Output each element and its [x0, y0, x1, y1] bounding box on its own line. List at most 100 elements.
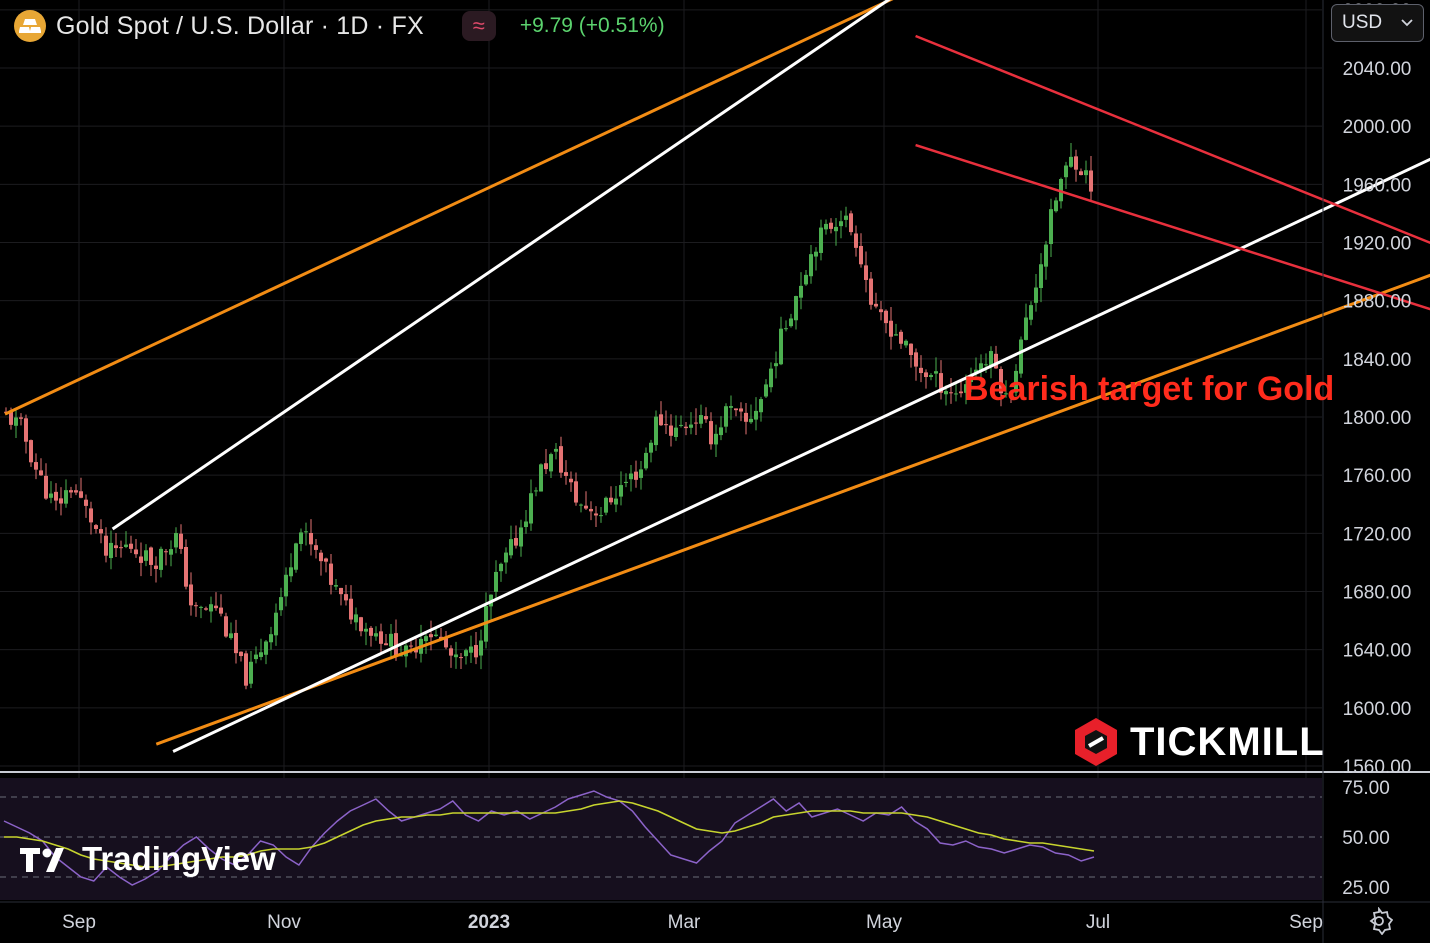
- candle-body: [504, 552, 508, 563]
- candle-body: [874, 303, 878, 307]
- candle-body: [309, 532, 313, 545]
- chevron-down-icon: [1401, 19, 1413, 27]
- candle-body: [249, 661, 253, 684]
- candle-body: [479, 640, 483, 656]
- candle-body: [834, 226, 838, 232]
- candle-body: [969, 374, 973, 383]
- candle-body: [319, 552, 323, 562]
- candle-body: [814, 251, 818, 257]
- symbol-header: Gold Spot / U.S. Dollar · 1D · FX ≈ +9.7…: [14, 10, 665, 42]
- candle-body: [24, 418, 28, 442]
- candle-body: [659, 414, 663, 426]
- settings-gear-icon[interactable]: [1365, 907, 1393, 935]
- currency-label: USD: [1342, 12, 1383, 33]
- candle-body: [744, 412, 748, 422]
- candle-body: [634, 471, 638, 480]
- candle-body: [329, 563, 333, 585]
- candle-body: [259, 652, 263, 657]
- candle-body: [454, 654, 458, 658]
- candle-body: [639, 469, 643, 478]
- candle-body: [709, 421, 713, 445]
- candle-body: [324, 558, 328, 562]
- candle-body: [619, 485, 623, 497]
- candle-body: [739, 408, 743, 412]
- candle-body: [589, 508, 593, 512]
- candle-body: [544, 463, 548, 470]
- candle-body: [939, 373, 943, 393]
- candle-body: [79, 491, 83, 498]
- candle-body: [554, 448, 558, 452]
- candle-body: [854, 233, 858, 248]
- candle-body: [1039, 264, 1043, 288]
- rsi-tick-label: 75.00: [1342, 778, 1390, 799]
- time-tick-label: 2023: [468, 912, 510, 933]
- candle-body: [114, 545, 118, 549]
- candle-body: [914, 352, 918, 367]
- time-tick-label: Mar: [668, 912, 701, 933]
- candle-body: [359, 617, 363, 632]
- candle-body: [844, 215, 848, 220]
- candle-body: [984, 364, 988, 366]
- candle-body: [19, 417, 23, 419]
- candle-body: [944, 391, 948, 395]
- candle-body: [644, 452, 648, 469]
- price-tick-label: 1880.00: [1343, 292, 1412, 313]
- candle-body: [34, 462, 38, 470]
- candle-body: [949, 392, 953, 394]
- candle-body: [409, 645, 413, 647]
- candle-body: [929, 375, 933, 377]
- candle-body: [304, 531, 308, 533]
- candle-body: [194, 605, 198, 607]
- candle-body: [539, 464, 543, 492]
- price-tick-label: 1640.00: [1343, 641, 1412, 662]
- price-tick-label: 1560.00: [1343, 757, 1412, 778]
- candle-body: [1019, 339, 1023, 374]
- candle-body: [1014, 370, 1018, 393]
- candle-body: [884, 310, 888, 324]
- rsi-line: [3, 790, 1095, 886]
- candle-body: [534, 490, 538, 492]
- candle-body: [374, 633, 378, 637]
- candle-body: [719, 427, 723, 436]
- candle-body: [859, 245, 863, 265]
- candle-body: [924, 372, 928, 378]
- candle-body: [429, 634, 433, 638]
- candle-body: [1054, 200, 1058, 212]
- candle-body: [764, 384, 768, 397]
- candle-body: [294, 543, 298, 570]
- candle-body: [934, 371, 938, 374]
- white-channel-upper-line: [111, 0, 891, 531]
- currency-select[interactable]: USD: [1331, 4, 1424, 42]
- candle-body: [574, 481, 578, 503]
- candle-body: [864, 265, 868, 280]
- candle-body: [879, 309, 883, 313]
- candle-body: [654, 416, 658, 446]
- candle-body: [139, 556, 143, 563]
- candle-body: [599, 515, 603, 517]
- candle-body: [444, 638, 448, 648]
- candle-body: [389, 633, 393, 647]
- candle-body: [799, 285, 803, 298]
- price-tick-label: 1760.00: [1343, 466, 1412, 487]
- indicator-toggle-icon[interactable]: ≈: [461, 11, 496, 41]
- candle-body: [159, 548, 163, 570]
- candle-body: [559, 446, 563, 473]
- candle-body: [889, 320, 893, 337]
- tradingview-icon: [20, 848, 64, 872]
- candle-body: [824, 223, 828, 230]
- candle-body: [629, 473, 633, 480]
- candle-body: [199, 606, 203, 608]
- tradingview-logo: TradingView: [18, 840, 276, 878]
- price-tick-label: 1600.00: [1343, 699, 1412, 720]
- price-grid: [0, 0, 1322, 900]
- candle-body: [579, 504, 583, 506]
- candle-body: [129, 543, 133, 549]
- price-tick-label: 1800.00: [1343, 408, 1412, 429]
- candle-body: [919, 367, 923, 374]
- symbol-title[interactable]: Gold Spot / U.S. Dollar · 1D · FX: [56, 11, 424, 40]
- candle-body: [164, 551, 168, 553]
- candle-body: [364, 628, 368, 632]
- candle-body: [794, 296, 798, 321]
- candle-body: [379, 631, 383, 644]
